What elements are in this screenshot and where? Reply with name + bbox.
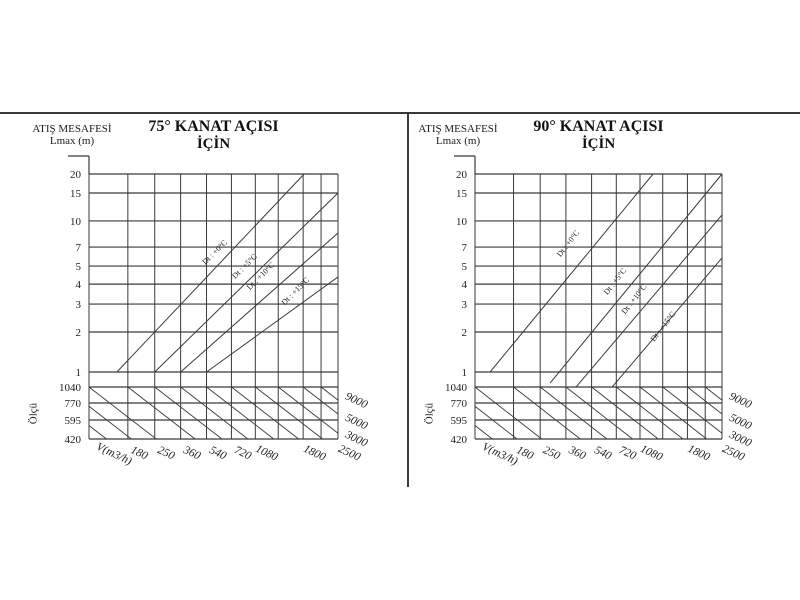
olcu-tick-label: 1040 bbox=[445, 382, 468, 394]
olcu-diagonal-line bbox=[474, 405, 518, 440]
x-tick-label: 250 bbox=[156, 444, 177, 462]
x-tick-label: 360 bbox=[566, 444, 588, 463]
olcu-tick-label: 770 bbox=[65, 398, 82, 410]
olcu-diagonal-line bbox=[539, 386, 608, 440]
y-tick-label: 4 bbox=[76, 279, 82, 291]
olcu-diagonal-line bbox=[616, 386, 684, 440]
panel-title-line1: 75° KANAT AÇISI bbox=[148, 118, 279, 135]
y-tick-label: 2 bbox=[76, 327, 82, 339]
olcu-tick-label: 1040 bbox=[59, 382, 82, 394]
panel-title-line2: İÇİN bbox=[581, 136, 616, 152]
olcu-diagonal-line bbox=[591, 386, 659, 440]
dt-line bbox=[611, 257, 723, 388]
dt-line bbox=[180, 232, 339, 373]
olcu-diagonal-line bbox=[180, 386, 249, 440]
olcu-diagonal-line bbox=[277, 386, 339, 434]
y-axis-title-line1: ATIŞ MESAFESİ bbox=[418, 123, 498, 135]
y-tick-label: 3 bbox=[462, 299, 468, 311]
olcu-diagonal-line bbox=[88, 405, 132, 440]
top-rule bbox=[0, 112, 800, 114]
x-tick-label: 1080 bbox=[638, 443, 664, 464]
right-tick-label: 9000 bbox=[343, 391, 369, 412]
right-tick-label: 9000 bbox=[727, 391, 753, 412]
olcu-diagonal-line bbox=[704, 386, 723, 401]
dt-line bbox=[489, 173, 654, 373]
olcu-diagonal-line bbox=[513, 386, 581, 440]
dt-line-label: Dt : +0°C bbox=[555, 228, 581, 258]
y-tick-label: 3 bbox=[76, 299, 82, 311]
y-tick-label: 20 bbox=[70, 169, 82, 181]
olcu-diagonal-line bbox=[302, 386, 339, 415]
x-tick-label: 1800 bbox=[301, 443, 327, 464]
y-tick-label: 2 bbox=[462, 327, 468, 339]
panel-title-75: 75° KANAT AÇISI İÇİN bbox=[89, 118, 338, 152]
olcu-tick-label: 595 bbox=[451, 415, 468, 427]
y-axis-title-line2: Lmax (m) bbox=[49, 135, 95, 147]
x-tick-label: 720 bbox=[617, 444, 638, 462]
x-tick-label: 1800 bbox=[686, 443, 712, 464]
olcu-diagonal-line bbox=[231, 386, 299, 440]
y-tick-label: 7 bbox=[462, 242, 468, 254]
olcu-diagonal-line bbox=[320, 386, 339, 401]
olcu-tick-label: 420 bbox=[65, 434, 82, 446]
y-tick-label: 4 bbox=[462, 279, 468, 291]
olcu-diagonal-line bbox=[127, 386, 196, 440]
dt-line bbox=[549, 173, 723, 384]
x-tick-label: 250 bbox=[541, 444, 562, 462]
y-tick-label: 15 bbox=[456, 188, 468, 200]
olcu-diagonal-line bbox=[474, 425, 493, 440]
dt-line bbox=[116, 173, 305, 373]
olcu-tick-label: 770 bbox=[451, 398, 468, 410]
olcu-diagonal-line bbox=[88, 386, 157, 440]
x-tick-label: 360 bbox=[181, 444, 203, 463]
y-axis-title-line1: ATIŞ MESAFESİ bbox=[32, 123, 112, 135]
olcu-diagonal-line bbox=[255, 386, 323, 440]
olcu-diagonal-line bbox=[565, 386, 633, 440]
dt-line bbox=[575, 214, 723, 388]
x-tick-label: 540 bbox=[592, 444, 613, 462]
panel-title-line2: İÇİN bbox=[196, 136, 231, 152]
olcu-diagonal-line bbox=[474, 386, 542, 440]
olcu-tick-label: 595 bbox=[65, 415, 82, 427]
x-axis-label: V(m3/h) bbox=[94, 441, 133, 468]
x-tick-label: 720 bbox=[232, 444, 253, 462]
olcu-tick-label: 420 bbox=[451, 434, 468, 446]
panel-title-line1: 90° KANAT AÇISI bbox=[533, 118, 664, 135]
olcu-diagonal-line bbox=[687, 386, 723, 415]
x-tick-label: 540 bbox=[207, 444, 228, 462]
y-tick-label: 5 bbox=[76, 261, 82, 273]
olcu-diagonal-line bbox=[662, 386, 723, 434]
olcu-diagonal-line bbox=[88, 425, 107, 440]
y-tick-label: 7 bbox=[76, 242, 82, 254]
panel-divider bbox=[407, 113, 409, 487]
dt-line bbox=[206, 276, 339, 373]
olcu-axis-label-left: Ölçü bbox=[27, 402, 40, 425]
y-axis-title-left: ATIŞ MESAFESİ Lmax (m) bbox=[20, 123, 124, 147]
x-axis-label: V(m3/h) bbox=[480, 441, 519, 468]
y-tick-label: 1 bbox=[462, 367, 468, 379]
y-tick-label: 5 bbox=[462, 261, 468, 273]
y-tick-label: 20 bbox=[456, 169, 468, 181]
panel-title-90: 90° KANAT AÇISI İÇİN bbox=[475, 118, 722, 152]
olcu-diagonal-line bbox=[639, 386, 707, 440]
x-tick-label: 1080 bbox=[254, 443, 280, 464]
dt-line-label: Dt : +5°C bbox=[602, 266, 628, 296]
y-axis-title-right: ATIŞ MESAFESİ Lmax (m) bbox=[406, 123, 510, 147]
dt-line-label: Dt : +0°C bbox=[200, 238, 228, 266]
olcu-diagonal-line bbox=[206, 386, 275, 440]
y-tick-label: 10 bbox=[70, 216, 82, 228]
y-tick-label: 1 bbox=[76, 367, 82, 379]
dt-line-label: Dt : +10°C bbox=[620, 283, 649, 316]
olcu-axis-label-right: Ölçü bbox=[423, 402, 436, 425]
y-tick-label: 10 bbox=[456, 216, 468, 228]
y-tick-label: 15 bbox=[70, 188, 82, 200]
olcu-diagonal-line bbox=[154, 386, 223, 440]
y-axis-title-line2: Lmax (m) bbox=[435, 135, 481, 147]
dt-line bbox=[154, 192, 339, 373]
